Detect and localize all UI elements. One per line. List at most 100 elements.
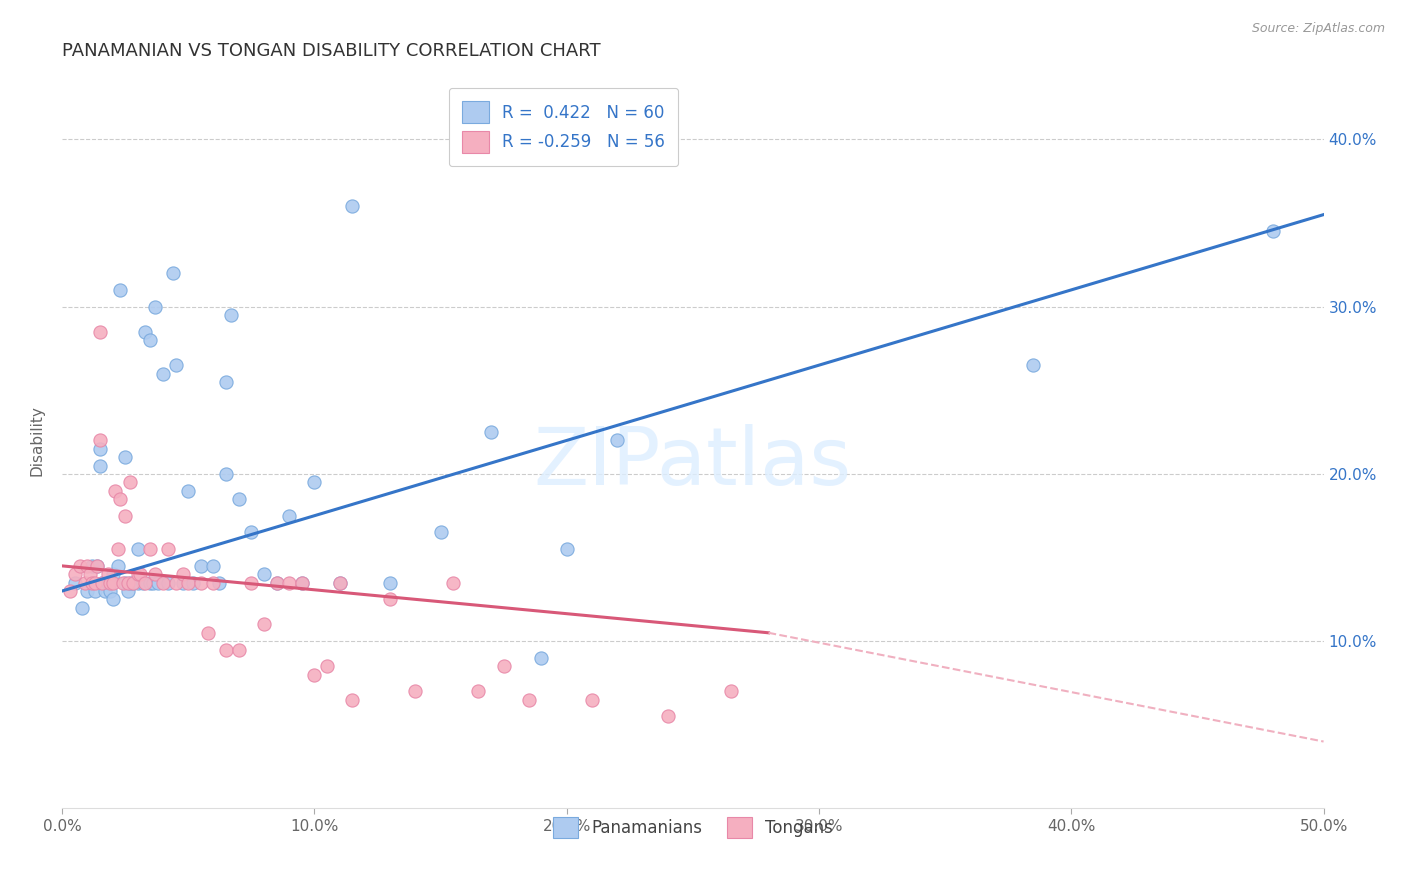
Point [96, 575, 118, 590]
Point [253, 567, 276, 582]
Point [72, 600, 94, 615]
Point [555, 542, 578, 557]
Point [165, 575, 187, 590]
Text: ZIPatlas: ZIPatlas [534, 424, 852, 501]
Point [59, 584, 82, 599]
Point [467, 684, 489, 698]
Point [84, 584, 107, 599]
Point [291, 575, 314, 590]
Point [152, 367, 174, 381]
Point [1261, 224, 1284, 238]
Point [378, 575, 401, 590]
Point [117, 575, 139, 590]
Point [329, 575, 352, 590]
Point [304, 667, 326, 681]
Point [82, 558, 104, 573]
Point [134, 325, 156, 339]
Point [720, 684, 742, 698]
Point [181, 575, 204, 590]
Point [342, 692, 364, 706]
Point [121, 575, 143, 590]
Point [63, 575, 86, 590]
Point [404, 684, 426, 698]
Point [291, 575, 314, 590]
Point [266, 575, 288, 590]
Point [316, 659, 339, 673]
Point [219, 308, 242, 322]
Point [111, 575, 134, 590]
Point [101, 567, 124, 582]
Point [63, 567, 86, 582]
Point [177, 575, 200, 590]
Point [76, 558, 98, 573]
Point [79, 567, 101, 582]
Point [91, 575, 114, 590]
Point [492, 659, 515, 673]
Point [215, 375, 238, 389]
Point [530, 651, 553, 665]
Point [329, 575, 352, 590]
Point [606, 434, 628, 448]
Point [114, 508, 136, 523]
Point [139, 333, 162, 347]
Point [121, 575, 143, 590]
Point [145, 300, 167, 314]
Point [132, 575, 155, 590]
Point [89, 434, 111, 448]
Text: PANAMANIAN VS TONGAN DISABILITY CORRELATION CHART: PANAMANIAN VS TONGAN DISABILITY CORRELAT… [62, 42, 600, 60]
Point [89, 325, 111, 339]
Point [104, 483, 127, 498]
Point [215, 642, 238, 657]
Point [228, 491, 250, 506]
Point [177, 483, 200, 498]
Point [91, 575, 114, 590]
Point [429, 525, 451, 540]
Point [108, 491, 131, 506]
Point [240, 575, 263, 590]
Point [342, 199, 364, 213]
Point [117, 584, 139, 599]
Point [76, 584, 98, 599]
Point [202, 575, 225, 590]
Point [207, 575, 229, 590]
Point [304, 475, 326, 490]
Point [86, 558, 108, 573]
Point [165, 358, 187, 372]
Point [84, 575, 107, 590]
Point [108, 283, 131, 297]
Point [190, 575, 212, 590]
Point [441, 575, 464, 590]
Point [101, 575, 124, 590]
Point [101, 592, 124, 607]
Point [172, 575, 194, 590]
Point [73, 575, 96, 590]
Point [172, 567, 194, 582]
Point [114, 450, 136, 465]
Point [86, 558, 108, 573]
Point [98, 584, 121, 599]
Point [107, 558, 129, 573]
Point [1022, 358, 1045, 372]
Text: Source: ZipAtlas.com: Source: ZipAtlas.com [1251, 22, 1385, 36]
Point [215, 467, 238, 481]
Point [82, 575, 104, 590]
Point [228, 642, 250, 657]
Point [266, 575, 288, 590]
Point [96, 567, 118, 582]
Y-axis label: Disability: Disability [30, 405, 44, 475]
Point [139, 542, 162, 557]
Point [89, 458, 111, 473]
Point [202, 558, 225, 573]
Point [152, 575, 174, 590]
Point [120, 475, 142, 490]
Point [107, 542, 129, 557]
Point [98, 575, 121, 590]
Point [127, 567, 149, 582]
Point [142, 575, 165, 590]
Point [657, 709, 679, 723]
Point [145, 567, 167, 582]
Point [278, 575, 301, 590]
Point [139, 575, 162, 590]
Point [94, 584, 117, 599]
Point [134, 575, 156, 590]
